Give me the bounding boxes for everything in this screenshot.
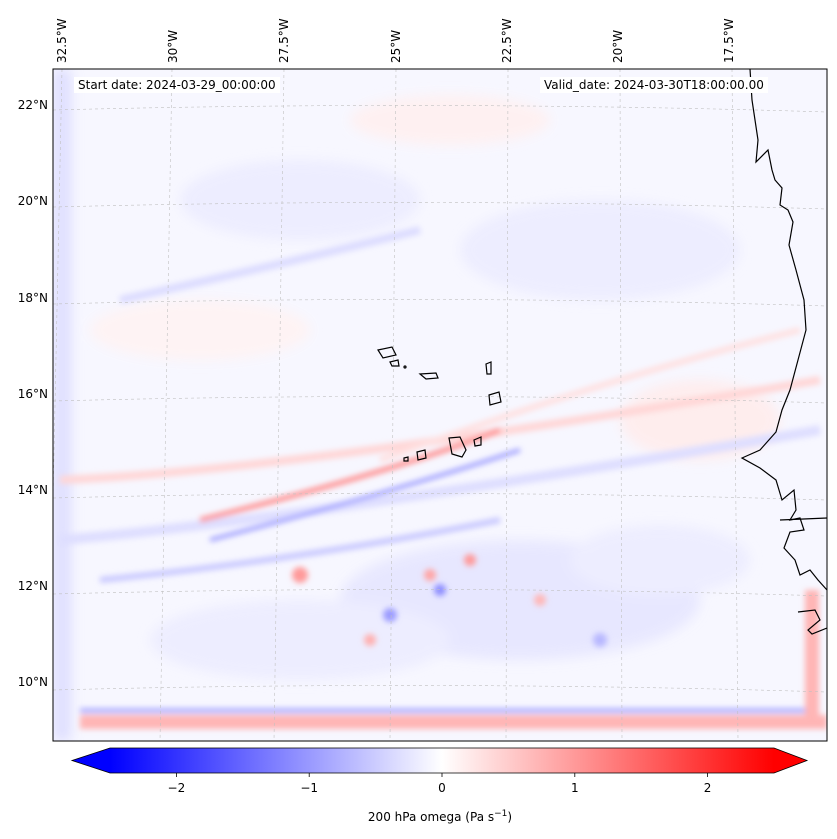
colorbar-label-exponent: −1: [494, 809, 508, 819]
longitude-label: 22.5°W: [500, 18, 514, 63]
latitude-label: 20°N: [17, 194, 48, 208]
colorbar-label-text: 200 hPa omega (Pa s: [367, 810, 495, 824]
colorbar-label: 200 hPa omega (Pa s−1): [368, 809, 512, 824]
valid-date-label: Valid_date: 2024-03-30T18:00:00.00: [540, 77, 768, 93]
colorbar-tick-label: 0: [438, 781, 446, 795]
colorbar-bar: [110, 748, 774, 773]
longitude-label: 17.5°W: [722, 18, 736, 63]
map-frame: [52, 68, 828, 742]
longitude-label: 20°W: [611, 29, 625, 63]
colorbar: [70, 747, 809, 777]
colorbar-extend-max: [774, 748, 807, 773]
colorbar-outline: [70, 747, 809, 774]
latitude-label: 14°N: [17, 483, 48, 497]
coastline: [740, 69, 827, 635]
colorbar-label-close: ): [507, 810, 513, 824]
start-date-label: Start date: 2024-03-29_00:00:00: [74, 77, 280, 93]
omega-field: [53, 69, 827, 741]
africa-coast: [740, 69, 827, 591]
latitude-label: 18°N: [17, 291, 48, 305]
colorbar-tick-label: 2: [703, 781, 712, 795]
colorbar-tick-label: −1: [300, 781, 319, 795]
colorbar-tick-label: −2: [167, 781, 186, 795]
latitude-label: 12°N: [17, 579, 48, 593]
longitude-label: 25°W: [389, 29, 403, 63]
cape-verde-islands: [377, 346, 502, 462]
longitude-label: 32.5°W: [55, 18, 69, 63]
graticule: [53, 69, 827, 741]
latitude-label: 10°N: [17, 675, 48, 689]
colorbar-tick-label: 1: [570, 781, 579, 795]
longitude-label: 27.5°W: [277, 18, 291, 63]
latitude-label: 16°N: [17, 387, 48, 401]
colorbar-extend-min: [72, 748, 110, 773]
latitude-label: 22°N: [17, 98, 48, 112]
longitude-label: 30°W: [166, 29, 180, 63]
